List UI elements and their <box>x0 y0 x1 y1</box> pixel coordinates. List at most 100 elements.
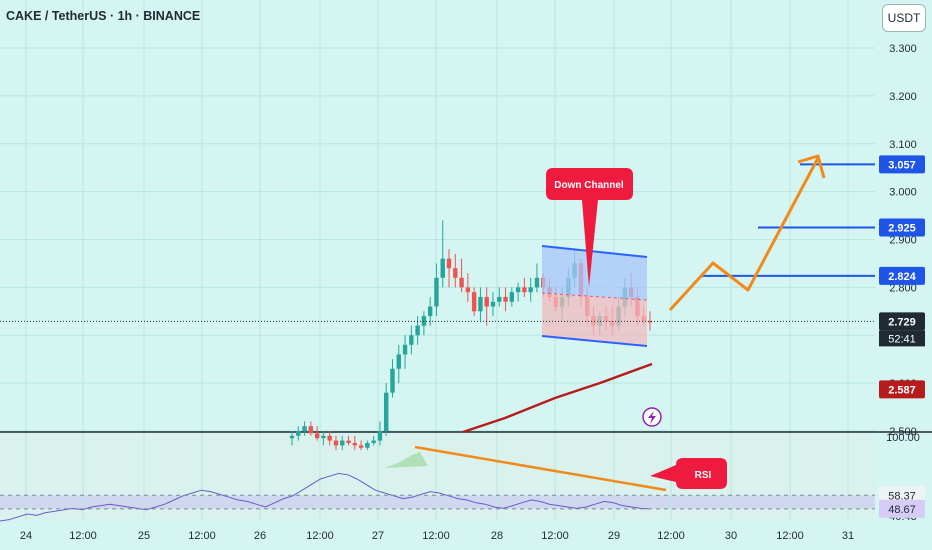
x-tick-label: 30 <box>725 530 737 542</box>
price-label-text: 2.587 <box>888 384 916 396</box>
price-label-box <box>879 380 925 399</box>
countdown-label: 52:41 <box>888 333 916 345</box>
candle-body <box>528 287 533 293</box>
candle-body <box>384 392 389 431</box>
rsi-overbought-fill <box>385 452 428 468</box>
candle-body <box>409 335 414 345</box>
x-tick-label: 12:00 <box>69 530 97 542</box>
x-tick-label: 28 <box>491 530 503 542</box>
channel-upper-line <box>541 245 648 258</box>
candle-body <box>465 287 471 293</box>
down-channel-label: Down Channel <box>554 180 624 191</box>
candle-body <box>647 320 653 323</box>
down-channel-callout <box>546 168 633 287</box>
price-label-text: 2.824 <box>888 271 916 283</box>
candle-body <box>340 440 345 446</box>
candle-body <box>377 431 383 441</box>
countdown-box <box>879 330 925 347</box>
x-tick-label: 12:00 <box>422 530 450 542</box>
x-tick-label: 24 <box>20 530 32 542</box>
projection-path <box>668 157 820 312</box>
candle-body <box>478 296 483 312</box>
price-label-box <box>879 266 925 285</box>
candle-body <box>365 442 370 448</box>
channel-upper-area <box>542 246 647 300</box>
rsi-value-label: 58.37 <box>888 490 916 502</box>
x-tick-label: 26 <box>254 530 266 542</box>
rsi-callout <box>650 458 727 489</box>
x-tick-label: 12:00 <box>657 530 685 542</box>
y-tick-label: 3.100 <box>889 139 917 151</box>
rsi-pane: RSI <box>0 445 875 522</box>
axes: 3.3003.2003.1003.0002.9002.8002.6002.500… <box>20 43 925 542</box>
channel-lower-area <box>542 293 647 346</box>
x-tick-label: 27 <box>372 530 384 542</box>
candle-body <box>402 344 408 355</box>
candle-body <box>358 445 364 448</box>
rsi-y-tick-label: 100.00 <box>886 432 920 444</box>
candle-body <box>440 258 445 278</box>
candle-body <box>434 277 439 307</box>
price-label-box <box>879 155 925 174</box>
projection-arrowhead <box>797 154 826 179</box>
candle-body <box>296 431 301 436</box>
candle-body <box>503 296 508 302</box>
candle-body <box>415 325 420 336</box>
x-tick-label: 29 <box>608 530 620 542</box>
candle-body <box>490 301 496 307</box>
x-tick-label: 12:00 <box>306 530 334 542</box>
price-label-text: 2.729 <box>888 316 916 328</box>
symbol-title: CAKE / TetherUS · 1h · BINANCE <box>6 9 201 23</box>
candle-body <box>484 296 489 307</box>
lightning-bolt <box>648 411 656 424</box>
y-tick-label: 3.300 <box>889 43 917 55</box>
candle-body <box>321 435 326 439</box>
overlays: Down Channel <box>0 154 875 434</box>
candle-body <box>308 426 314 434</box>
x-tick-label: 25 <box>138 530 150 542</box>
candle-body <box>446 258 452 269</box>
x-tick-label: 12:00 <box>188 530 216 542</box>
price-label-text: 3.057 <box>888 159 916 171</box>
rsi-value-box <box>879 486 925 505</box>
candle-body <box>459 277 464 288</box>
candle-body <box>453 268 458 278</box>
candle-body <box>396 354 401 369</box>
candle-body <box>333 440 339 446</box>
rsi-value-box <box>879 499 925 518</box>
y-tick-label: 2.900 <box>889 235 917 247</box>
candle-body <box>390 368 395 393</box>
candle-body <box>327 435 332 441</box>
candle-body <box>509 292 515 302</box>
candle-body <box>471 292 477 312</box>
y-tick-label: 3.200 <box>889 91 917 103</box>
rsi-value-label: 48.67 <box>888 504 916 516</box>
rsi-callout-label: RSI <box>695 470 712 481</box>
rsi-trendline <box>414 445 667 492</box>
rsi-line <box>0 472 651 522</box>
candle-body <box>371 440 376 443</box>
price-label-text: 2.925 <box>888 223 916 235</box>
currency-button[interactable]: USDT <box>882 4 926 32</box>
y-tick-label: 2.500 <box>889 426 917 438</box>
candle-body <box>515 287 521 293</box>
x-tick-label: 12:00 <box>776 530 804 542</box>
candle-body <box>534 277 540 288</box>
y-tick-label: 3.000 <box>889 187 917 199</box>
candle-body <box>302 426 307 431</box>
candle-body <box>352 442 358 446</box>
candle-body <box>497 296 502 302</box>
price-label-box <box>879 218 925 237</box>
candle-body <box>427 306 433 317</box>
rsi-band <box>0 495 875 509</box>
candle-body <box>522 287 527 293</box>
x-tick-label: 31 <box>842 530 854 542</box>
x-tick-label: 12:00 <box>541 530 569 542</box>
candle-body <box>314 433 320 439</box>
candle-body <box>289 435 295 439</box>
moving-average-line <box>462 362 653 434</box>
channel-lower-line <box>541 335 648 347</box>
price-label-box <box>879 312 925 331</box>
y-tick-label: 2.800 <box>889 282 917 294</box>
